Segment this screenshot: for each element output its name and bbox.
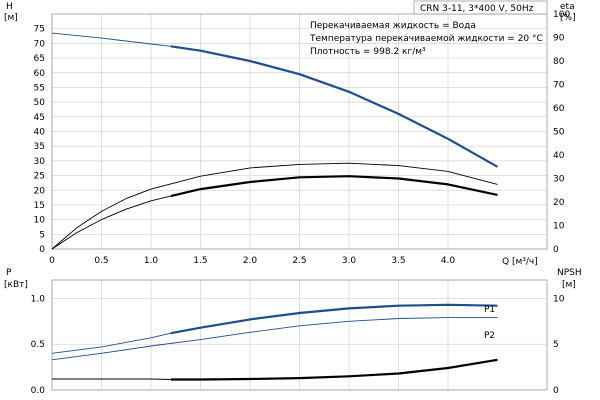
eta-thin-upper-curve xyxy=(51,162,498,250)
head-tick-label: 60 xyxy=(34,69,46,79)
x-tick-label: 2.0 xyxy=(243,256,258,266)
p1-thin-curve xyxy=(51,332,171,354)
eta-tick-label: 20 xyxy=(553,198,565,208)
npsh-thin-curve xyxy=(52,378,171,380)
eta-tick-label: 80 xyxy=(553,57,565,67)
p2-curve xyxy=(51,317,498,361)
x-tick-label: 0 xyxy=(49,256,55,266)
x-tick-label: 1.5 xyxy=(193,256,207,266)
eta-tick-label: 50 xyxy=(553,128,565,138)
x-tick-label: 4.0 xyxy=(441,256,456,266)
density-note: Плотность = 998.2 кг/м³ xyxy=(310,47,426,57)
power-tick-label: 0.0 xyxy=(31,386,46,396)
npsh-curve xyxy=(170,358,498,381)
x-tick-label: 3.0 xyxy=(342,256,357,266)
liquid-note: Перекачиваемая жидкость = Вода xyxy=(310,21,476,31)
head-tick-label: 25 xyxy=(34,172,45,182)
eta-tick-label: 30 xyxy=(553,175,565,185)
head-curve xyxy=(170,45,499,168)
npsh-axis-unit: [м] xyxy=(562,280,576,290)
eta-thin-lower-curve xyxy=(51,195,171,250)
x-tick-label: 3.5 xyxy=(391,256,405,266)
npsh-axis-label: NPSH xyxy=(557,268,582,278)
head-tick-label: 45 xyxy=(34,113,45,123)
npsh-tick-label: 0 xyxy=(553,386,559,396)
power-axis-label: P xyxy=(6,268,12,278)
bottom-grid xyxy=(51,280,547,391)
eta-tick-label: 40 xyxy=(553,151,565,161)
head-tick-label: 70 xyxy=(34,39,46,49)
top-left-y-ticks: 0 5 10 15 20 25 30 35 40 45 50 55 60 65 70 75 xyxy=(34,25,46,255)
head-tick-label: 15 xyxy=(34,201,45,211)
bottom-right-y-ticks: 0 5 10 xyxy=(553,294,565,396)
chart-title: CRN 3-11, 3*400 V, 50Hz xyxy=(420,4,534,14)
x-tick-label: 0.5 xyxy=(94,256,108,266)
chart-title-box xyxy=(413,0,548,15)
head-tick-label: 50 xyxy=(34,98,46,108)
bottom-left-y-ticks: 0.0 0.5 1.0 xyxy=(31,294,46,396)
eta-tick-label: 0 xyxy=(553,245,559,255)
x-tick-label: 1.0 xyxy=(144,256,159,266)
head-tick-label: 5 xyxy=(39,230,45,240)
head-tick-label: 30 xyxy=(34,157,46,167)
npsh-tick-label: 5 xyxy=(553,340,559,350)
power-tick-label: 1.0 xyxy=(31,294,46,304)
eta-tick-label: 90 xyxy=(553,34,565,44)
top-x-ticks: 0 0.5 1.0 1.5 2.0 2.5 3.0 3.5 4.0 xyxy=(49,256,455,266)
head-tick-label: 55 xyxy=(34,83,45,93)
eta-tick-label: 100 xyxy=(553,10,570,20)
bottom-plot-frame xyxy=(51,279,548,391)
eta-axis-label: eta xyxy=(560,2,575,12)
temperature-note: Температура перекачиваемой жидкости = 20… xyxy=(309,34,543,44)
p1-curve xyxy=(170,303,498,335)
head-thin-curve xyxy=(51,32,171,47)
top-curves xyxy=(51,32,499,250)
bottom-curves xyxy=(51,303,498,381)
power-tick-label: 0.5 xyxy=(31,340,45,350)
x-tick-label: 2.5 xyxy=(292,256,306,266)
head-efficiency-panel: 0 0.5 1.0 1.5 2.0 2.5 3.0 3.5 4.0 0 5 10 15 20 25 30 35… xyxy=(4,0,576,267)
head-tick-label: 65 xyxy=(34,54,45,64)
npsh-tick-label: 10 xyxy=(553,294,565,304)
p1-series-label: P1 xyxy=(484,305,495,315)
eta-curve xyxy=(170,175,498,198)
eta-tick-label: 60 xyxy=(553,104,565,114)
head-tick-label: 35 xyxy=(34,142,45,152)
top-right-y-ticks: 0 10 20 30 40 50 60 70 80 90 100 xyxy=(553,10,570,255)
head-axis-unit: [м] xyxy=(4,13,18,23)
head-tick-label: 20 xyxy=(34,186,46,196)
p2-series-label: P2 xyxy=(484,331,495,341)
head-tick-label: 40 xyxy=(34,128,46,138)
top-plot-frame xyxy=(51,13,548,250)
power-npsh-panel: 0.0 0.5 1.0 0 5 10 P [кВт] NPSH [м] P1 P2 xyxy=(4,268,582,396)
eta-axis-unit: [%] xyxy=(560,13,576,23)
head-tick-label: 0 xyxy=(39,245,45,255)
eta-tick-label: 70 xyxy=(553,81,565,91)
top-grid xyxy=(51,14,547,250)
flow-axis-label: Q [м³/ч] xyxy=(502,257,538,267)
head-axis-label: H xyxy=(6,2,13,12)
head-tick-label: 10 xyxy=(34,216,46,226)
power-axis-unit: [кВт] xyxy=(4,280,28,290)
head-tick-label: 75 xyxy=(34,25,45,35)
eta-tick-label: 10 xyxy=(553,222,565,232)
